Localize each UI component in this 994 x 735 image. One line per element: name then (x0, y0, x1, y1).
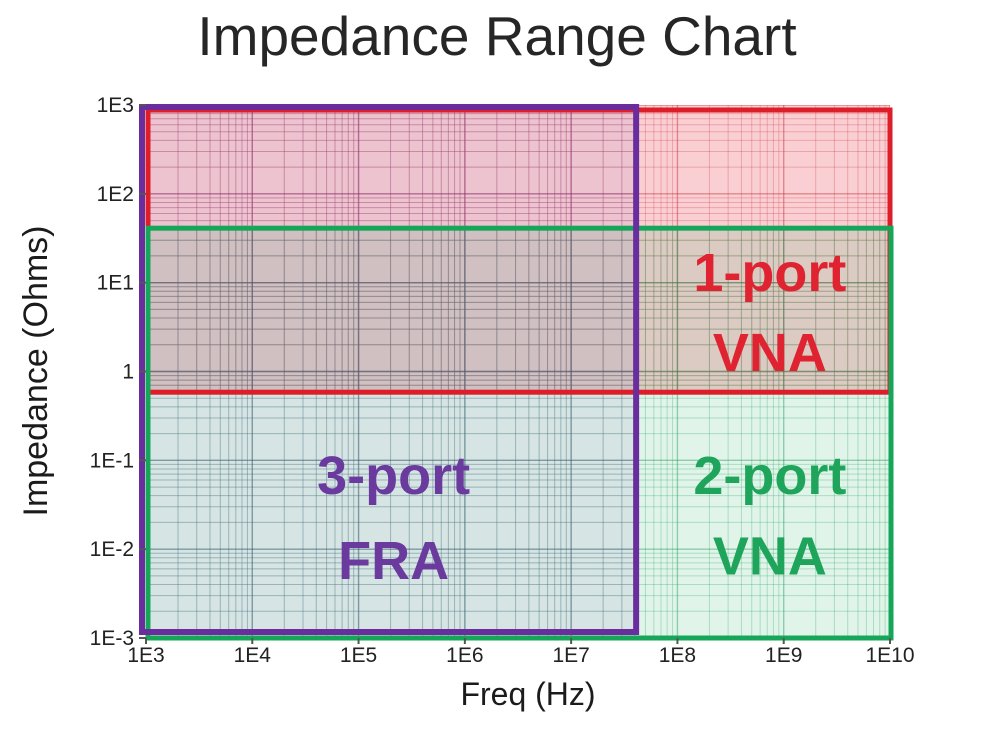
region-label-line: 3-port (317, 446, 470, 506)
y-tick-labels: 1E3 1E2 1E1 1 1E-1 1E-2 1E-3 (90, 94, 134, 650)
chart-layers: 1E3 1E4 1E5 1E6 1E7 1E8 1E9 1E101E31E21E111E-11… (90, 94, 915, 667)
region-label-line: FRA (338, 531, 449, 591)
region-label-line: 1-port (693, 243, 846, 303)
region-label-line: 2-port (693, 446, 846, 506)
y-tick-label: 1E-2 (90, 538, 134, 561)
x-tick-labels: 1E3 1E4 1E5 1E6 1E7 1E8 1E9 1E10 (127, 644, 914, 667)
y-tick-label: 1E-1 (90, 449, 134, 472)
x-tick-label: 1E8 (659, 644, 696, 667)
x-tick-label: 1E4 (234, 644, 272, 667)
chart-title: Impedance Range Chart (197, 5, 797, 67)
x-tick-label: 1E9 (765, 644, 802, 667)
x-tick-label: 1E7 (552, 644, 589, 667)
y-tick-label: 1E3 (97, 94, 134, 117)
x-tick-label: 1E3 (127, 644, 164, 667)
y-tick-label: 1E2 (97, 183, 134, 206)
region-border-2-port-vna (145, 225, 894, 641)
region-label-3-port-fra: 3-port FRA (317, 446, 470, 591)
x-tick-label: 1E10 (865, 644, 914, 667)
region-label-2-port-vna: 2-port VNA (693, 446, 846, 586)
region-fill-2-port-vna (146, 229, 890, 639)
x-tick-label: 1E6 (446, 644, 483, 667)
y-tick-label: 1E1 (97, 272, 134, 295)
region-label-line: VNA (713, 323, 827, 383)
region-label-1-port-vna: 1-port VNA (693, 243, 846, 383)
x-tick-label: 1E5 (340, 644, 377, 667)
region-fill-1-port-vna (146, 105, 890, 392)
y-tick-label: 1E-3 (90, 627, 134, 650)
x-axis-title: Freq (Hz) (460, 676, 596, 712)
axis-ticks (139, 104, 891, 644)
region-border-3-port-fra (139, 104, 640, 635)
y-tick-label: 1 (122, 361, 134, 384)
region-grid-2-port-vna (146, 229, 890, 638)
region-label-line: VNA (713, 526, 827, 586)
region-fill-3-port-fra (146, 105, 636, 638)
